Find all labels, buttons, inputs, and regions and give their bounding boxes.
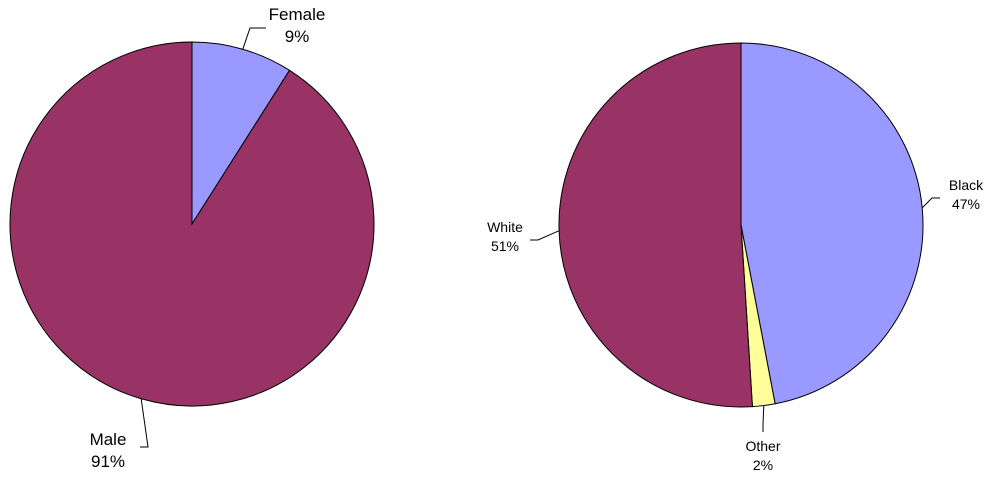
race-pie-chart: Black 47% White 51% Other 2%: [487, 42, 984, 473]
gender-pie-chart: Female 9% Male 91%: [9, 5, 375, 471]
slice-percent-white: 51%: [491, 238, 519, 254]
leader-line-black: [921, 197, 940, 209]
leader-line-male: [140, 398, 149, 448]
slice-percent-black: 47%: [952, 196, 980, 212]
pie-slice-white: [558, 42, 753, 408]
leader-line-white: [530, 230, 560, 241]
pie-slice-male: [9, 41, 375, 407]
slice-label-male: Male: [90, 430, 127, 449]
pie-slice-female: [191, 41, 291, 226]
slice-label-white: White: [487, 219, 523, 235]
slice-percent-female: 9%: [285, 27, 310, 46]
leader-line-female: [242, 27, 266, 50]
slice-label-female: Female: [269, 5, 326, 24]
slice-percent-other: 2%: [753, 457, 773, 473]
slice-percent-male: 91%: [91, 452, 125, 471]
leader-line-other: [762, 405, 765, 432]
slice-label-black: Black: [949, 177, 984, 193]
slice-label-other: Other: [745, 438, 780, 454]
pie-slice-black: [740, 42, 924, 405]
